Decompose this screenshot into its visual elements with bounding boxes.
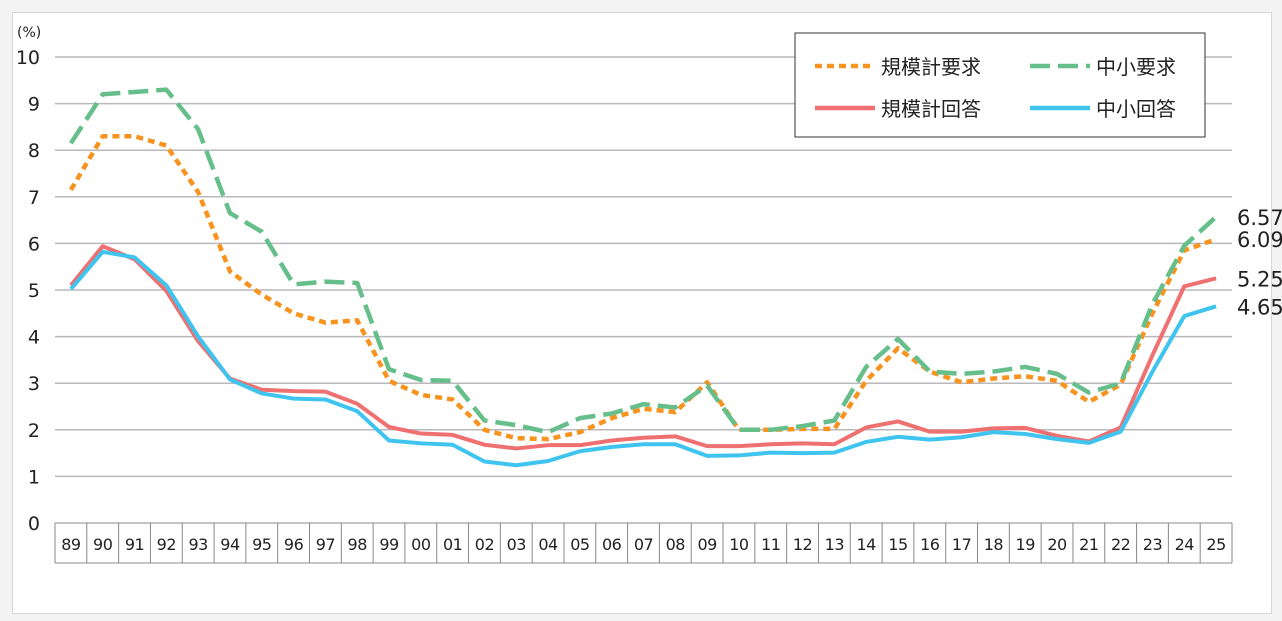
x-tick-label: 97 xyxy=(316,535,335,554)
x-tick-label: 24 xyxy=(1175,535,1195,554)
legend-label: 中小要求 xyxy=(1096,55,1176,79)
x-tick-label: 22 xyxy=(1111,535,1130,554)
y-axis-unit-label: (%) xyxy=(17,25,41,41)
series-line-0 xyxy=(68,133,1217,442)
x-tick-label: 06 xyxy=(602,535,622,554)
x-tick-label: 91 xyxy=(125,535,144,554)
x-tick-label: 89 xyxy=(61,535,81,554)
x-tick-label: 11 xyxy=(761,535,780,554)
x-tick-label: 17 xyxy=(952,535,971,554)
x-tick-label: 09 xyxy=(697,535,717,554)
y-tick-label: 3 xyxy=(28,373,40,395)
y-tick-label: 6 xyxy=(28,233,40,255)
y-tick-label: 9 xyxy=(28,94,40,116)
x-tick-label: 13 xyxy=(825,535,844,554)
x-tick-label: 92 xyxy=(157,535,176,554)
x-tick-label: 02 xyxy=(475,535,494,554)
x-tick-label: 20 xyxy=(1047,535,1067,554)
legend-label: 規模計要求 xyxy=(881,55,981,79)
y-tick-label: 10 xyxy=(16,47,40,69)
y-tick-label: 0 xyxy=(28,513,40,535)
x-tick-label: 07 xyxy=(634,535,653,554)
x-tick-label: 25 xyxy=(1206,535,1225,554)
x-tick-label: 10 xyxy=(729,535,749,554)
x-tick-label: 15 xyxy=(888,535,907,554)
y-tick-label: 1 xyxy=(28,466,40,488)
y-tick-label: 5 xyxy=(28,280,40,302)
legend-label: 規模計回答 xyxy=(881,97,981,121)
x-tick-label: 93 xyxy=(188,535,207,554)
x-tick-label: 23 xyxy=(1143,535,1162,554)
end-value-label: 6.09 xyxy=(1237,228,1282,252)
x-tick-label: 94 xyxy=(220,535,240,554)
legend-box xyxy=(794,32,1206,138)
x-tick-label: 04 xyxy=(538,535,558,554)
x-tick-label: 90 xyxy=(93,535,113,554)
x-tick-label: 99 xyxy=(379,535,399,554)
x-tick-label: 12 xyxy=(793,535,812,554)
end-value-label: 6.57 xyxy=(1237,206,1282,230)
series-line-2 xyxy=(69,244,1217,451)
end-value-label: 4.65 xyxy=(1237,295,1282,319)
x-tick-label: 21 xyxy=(1079,535,1098,554)
x-tick-label: 19 xyxy=(1016,535,1036,554)
x-tick-label: 18 xyxy=(984,535,1004,554)
x-tick-label: 14 xyxy=(856,535,876,554)
x-tick-label: 00 xyxy=(411,535,431,554)
x-tick-label: 01 xyxy=(443,535,462,554)
x-tick-label: 95 xyxy=(252,535,271,554)
x-tick-label: 03 xyxy=(507,535,526,554)
x-tick-label: 05 xyxy=(570,535,589,554)
y-tick-label: 2 xyxy=(28,420,40,442)
x-tick-label: 08 xyxy=(666,535,686,554)
y-tick-label: 8 xyxy=(28,140,40,162)
end-value-label: 5.25 xyxy=(1237,267,1282,291)
x-tick-label: 98 xyxy=(348,535,368,554)
legend-label: 中小回答 xyxy=(1096,97,1176,121)
y-tick-label: 4 xyxy=(28,327,40,349)
x-tick-label: 16 xyxy=(920,535,940,554)
x-tick-label: 96 xyxy=(284,535,304,554)
y-tick-label: 7 xyxy=(28,187,40,209)
